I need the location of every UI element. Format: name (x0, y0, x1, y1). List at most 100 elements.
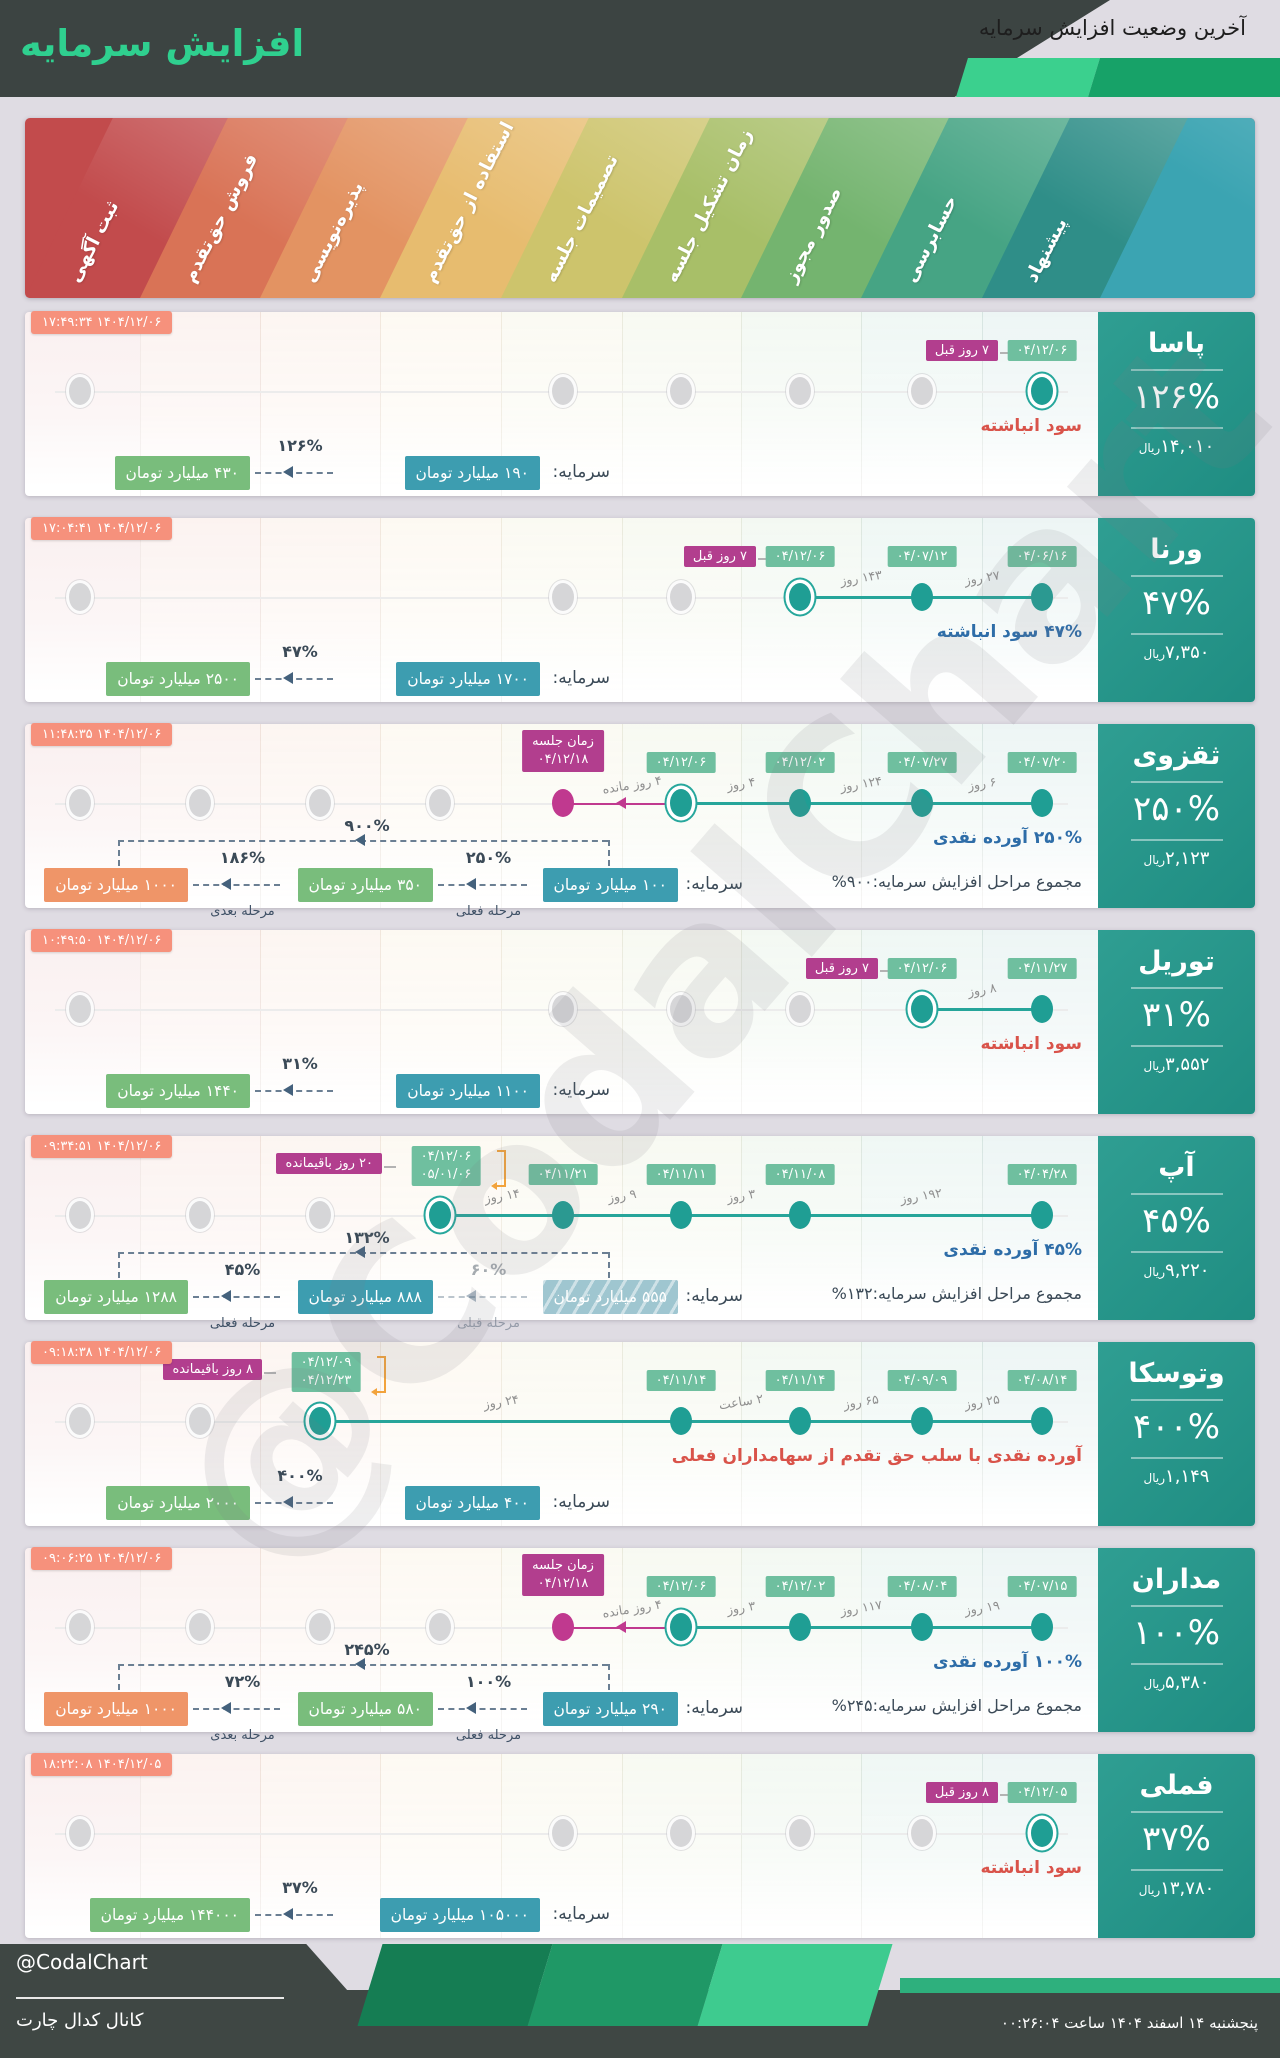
capital-label: سرمایه: (552, 1904, 610, 1924)
range-end-date: ۰۴/۱۲/۲۳ (300, 1373, 352, 1388)
stage-dot (789, 1613, 811, 1641)
meeting-dot (552, 789, 574, 817)
price-number: ۱,۱۴۹ (1165, 1466, 1210, 1487)
footer-green-shape (357, 1944, 553, 2026)
price-number: ۵,۳۸۰ (1165, 1672, 1210, 1693)
price-number: ۲,۱۲۳ (1165, 848, 1210, 869)
capital-total-percent: ۲۴۵% (344, 1640, 390, 1659)
stage-dot (1031, 1407, 1053, 1435)
range-start-date: ۰۴/۱۲/۰۹ (300, 1355, 352, 1370)
days-remaining-badge: ۸ روز باقیمانده (163, 1359, 262, 1380)
company-row: ۶ روز ۱۲۴ روز ۴ روز ۴ روز مانده زمان جلسه ۰۴/… (25, 723, 1255, 919)
event-date-badge: ۰۴/۱۲/۰۶ (646, 1576, 716, 1597)
row-main: ۱۹ روز ۱۱۷ روز ۳ روز ۴ روز مانده زمان جلسه ۰۴… (25, 1548, 1098, 1743)
capital-arrow-percent: ۶۰% (470, 1260, 507, 1279)
event-date-range-badge: ۰۴/۱۲/۰۹ ۰۴/۱۲/۲۳ (291, 1352, 361, 1392)
event-date-badge: ۰۴/۱۲/۰۶ (1007, 340, 1077, 361)
company-name: ثقزوی (1132, 740, 1221, 771)
badge-connector (264, 1372, 276, 1374)
capital-value-badge: ۱۴۴۰ میلیارد تومان (106, 1074, 250, 1108)
company-price: ۵,۳۸۰ریال (1098, 1672, 1255, 1693)
company-row: ۱۹ روز ۱۱۷ روز ۳ روز ۴ روز مانده زمان جلسه ۰۴… (25, 1547, 1255, 1743)
capital-value-badge: ۱۲۸۸ میلیارد تومان (44, 1280, 188, 1314)
event-date-badge: ۰۴/۱۲/۰۲ (765, 752, 835, 773)
capital-stage-label: مرحله فعلی (209, 1316, 276, 1331)
badge-connector (758, 558, 768, 560)
capital-arrow-line (193, 1708, 280, 1710)
company-percent: ۴۰۰% (1132, 1407, 1221, 1447)
sidebar-divider (1130, 1251, 1223, 1253)
capital-label: سرمایه: (685, 1698, 743, 1718)
capital-value-badge: ۱۰۰۰ میلیارد تومان (44, 1692, 188, 1726)
event-date-badge: ۰۴/۰۷/۲۰ (1007, 752, 1077, 773)
stage-dot (911, 789, 933, 817)
company-name: وتوسکا (1128, 1358, 1225, 1389)
capital-arrow-icon (466, 1702, 476, 1714)
capital-arrow-line (255, 1090, 333, 1092)
company-row: ۰۴/۱۲/۰۵ ۸ روز قبل سود انباشته سرمایه: ۱۰۵۰۰… (25, 1753, 1255, 1938)
capital-arrow-line (438, 884, 527, 886)
company-row: ۸ روز ۰۴/۱۱/۲۷ ۰۴/۱۲/۰۶ ۷ روز قبل سود انباشت… (25, 929, 1255, 1114)
capital-arrow-percent: ۲۵۰% (465, 848, 512, 867)
range-bracket-icon (491, 1150, 506, 1190)
badge-connector (880, 970, 890, 972)
stage-column (260, 518, 381, 702)
capital-total-stub (118, 1664, 120, 1690)
row-note: سود انباشته (980, 1858, 1082, 1878)
event-date-badge: ۰۴/۱۲/۰۶ (765, 546, 835, 567)
capital-total-stub (118, 1252, 120, 1278)
stage-dot-empty (69, 789, 91, 817)
capital-label: سرمایه: (552, 1492, 610, 1512)
company-percent: ۳۱% (1142, 995, 1211, 1035)
company-name: آپ (1158, 1152, 1195, 1183)
event-date-badge: ۰۴/۰۷/۱۲ (887, 546, 957, 567)
company-price: ۱۴,۰۱۰ریال (1098, 436, 1255, 457)
event-date-badge: ۰۴/۰۸/۱۴ (1007, 1370, 1077, 1391)
row-main: ۶ روز ۱۲۴ روز ۴ روز ۴ روز مانده زمان جلسه ۰۴/… (25, 724, 1098, 919)
stage-dot-empty (69, 1407, 91, 1435)
event-date-badge: ۰۴/۱۲/۰۶ (887, 958, 957, 979)
company-row: ۲۵ روز ۶۵ روز ۲ ساعت ۲۴ روز ۰۴/۰۸/۱۴ ۰۴/۰۹/۰۹… (25, 1341, 1255, 1526)
event-date-badge: ۰۴/۱۱/۱۱ (646, 1164, 716, 1185)
range-end-date: ۰۵/۰۱/۰۶ (420, 1167, 472, 1182)
price-unit: ریال (1143, 1059, 1166, 1073)
capital-arrow-percent: ۳۷% (282, 1878, 318, 1897)
timeline-line (681, 802, 1042, 805)
capital-arrow-icon (221, 1290, 231, 1302)
company-row: ۰۴/۱۲/۰۶ ۷ روز قبل سود انباشته سرمایه: ۱۹۰ م… (25, 311, 1255, 496)
capital-total-stub (608, 1664, 610, 1690)
price-unit: ریال (1138, 441, 1161, 455)
stage-dot-empty (69, 1819, 91, 1847)
capital-arrow-percent: ۱۲۶% (277, 436, 323, 455)
row-main: ۰۴/۱۲/۰۶ ۷ روز قبل سود انباشته سرمایه: ۱۹۰ م… (25, 312, 1098, 496)
capital-arrow-percent: ۴۷% (282, 642, 318, 661)
sidebar-divider (1130, 1193, 1223, 1195)
capital-value-badge: ۱۴۴۰۰۰ میلیارد تومان (89, 1898, 250, 1932)
stage-dot (1031, 1201, 1053, 1229)
range-start-date: ۰۴/۱۲/۰۶ (420, 1149, 472, 1164)
capital-arrow-line (193, 1296, 280, 1298)
header-green-shape-light (956, 58, 1100, 97)
event-date-badge: ۰۴/۰۶/۱۶ (1007, 546, 1077, 567)
stage-dot-empty (189, 1407, 211, 1435)
company-row: ۱۹۲ روز ۳ روز ۹ روز ۱۴ روز ۰۴/۰۴/۲۸ ۰۴/۱۱/۰۸ ۰… (25, 1135, 1255, 1331)
sidebar-divider (1130, 575, 1223, 577)
stage-dot (911, 583, 933, 611)
company-sidebar: وتوسکا ۴۰۰% ۱,۱۴۹ریال (1098, 1342, 1255, 1526)
company-percent: ۲۵۰% (1132, 789, 1221, 829)
header-dark-band (0, 0, 1110, 97)
capital-total-note: مجموع مراحل افزایش سرمایه:۱۳۲% (831, 1284, 1082, 1303)
range-bracket-icon (371, 1356, 386, 1396)
capital-total-note: مجموع مراحل افزایش سرمایه:۹۰۰% (831, 872, 1082, 891)
stage-dot (670, 1201, 692, 1229)
capital-arrow-icon (466, 878, 476, 890)
row-note: آورده نقدی با سلب حق تقدم از سهامداران ف… (671, 1446, 1082, 1466)
footer-divider (16, 1997, 284, 1999)
event-date-badge: ۰۴/۱۱/۱۴ (765, 1370, 835, 1391)
sidebar-divider (1130, 1811, 1223, 1813)
capital-arrow-icon (283, 1084, 293, 1096)
stage-column (260, 1754, 381, 1938)
company-sidebar: آپ ۴۵% ۹,۲۲۰ریال (1098, 1136, 1255, 1320)
badge-connector (384, 1166, 396, 1168)
days-ago-badge: ۷ روز قبل (925, 340, 998, 361)
